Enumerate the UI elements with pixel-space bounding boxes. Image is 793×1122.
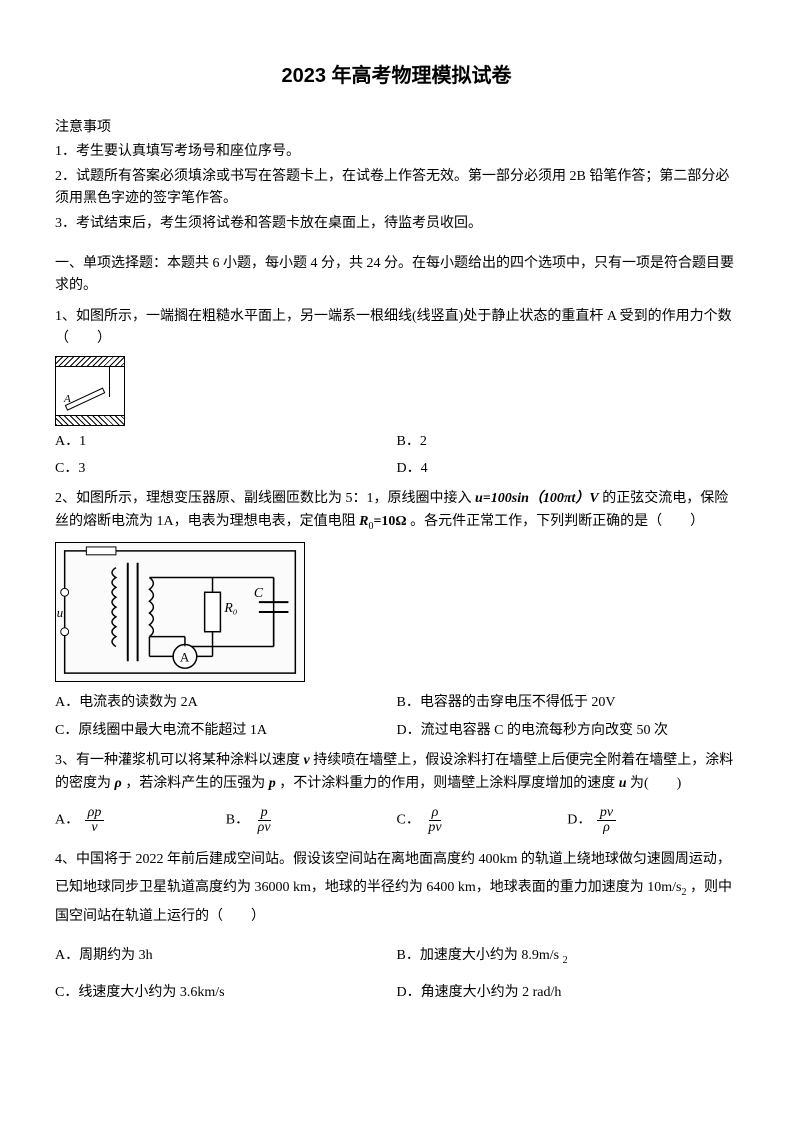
q3-opt-d: D． pvρ — [567, 805, 738, 836]
circuit-svg: u R₀ C A — [56, 543, 304, 681]
q2-r0-val: =10Ω — [373, 514, 406, 529]
q2-text-a: 2、如图所示，理想变压器原、副线圈匝数比为 5：1，原线圈中接入 — [55, 491, 475, 506]
q1-text: 1、如图所示，一端搁在粗糙水平面上，另一端系一根细线(线竖直)处于静止状态的重直… — [55, 306, 738, 351]
q4-text: 4、中国将于 2022 年前后建成空间站。假设该空间站在离地面高度约 400km… — [55, 846, 738, 931]
q3-d-den: ρ — [600, 820, 613, 835]
q3-u: u — [619, 776, 627, 791]
q3-opt-b: B． pρv — [226, 805, 397, 836]
q3-b-den: ρv — [255, 820, 274, 835]
q2-opt-c: C．原线圈中最大电流不能超过 1A — [55, 720, 397, 742]
q1-opt-b: B．2 — [397, 431, 739, 453]
q3-opt-a: A． ρpv — [55, 805, 226, 836]
q4-ta: 4、中国将于 2022 年前后建成空间站。假设该空间站在离地面高度约 400km… — [55, 852, 731, 895]
c-label: C — [254, 586, 264, 601]
notes-header: 注意事项 — [55, 117, 738, 139]
q2-text-c: 。各元件正常工作，下列判断正确的是（ ） — [410, 514, 704, 529]
q3-p: p — [269, 776, 276, 791]
q1-opt-c: C．3 — [55, 458, 397, 480]
q4-sq: 2 — [682, 887, 687, 898]
q1-opt-a: A．1 — [55, 431, 397, 453]
section1-intro: 一、单项选择题：本题共 6 小题，每小题 4 分，共 24 分。在每小题给出的四… — [55, 253, 738, 298]
rod-label-a: A — [64, 391, 71, 409]
q2-figure: u R₀ C A — [55, 542, 305, 682]
q4-b-sq: 2 — [563, 954, 568, 965]
note-1: 1．考生要认真填写考场号和座位序号。 — [55, 141, 738, 163]
q3-b-num: p — [258, 805, 271, 821]
q3-a-den: v — [88, 820, 100, 835]
q1-opt-d: D．4 — [397, 458, 739, 480]
string-icon — [109, 367, 110, 397]
q3-c-den: pv — [425, 820, 444, 835]
exam-title: 2023 年高考物理模拟试卷 — [55, 60, 738, 92]
q3-c-num: ρ — [429, 805, 442, 821]
q4-options-row1: A．周期约为 3h B．加速度大小约为 8.9m/s 2 — [55, 945, 738, 969]
r0-label: R₀ — [223, 600, 237, 615]
q3-tc: ，若涂料产生的压强为 — [125, 776, 269, 791]
q4-opt-d: D．角速度大小约为 2 rad/h — [397, 982, 739, 1004]
q3-b-lab: B． — [226, 813, 249, 828]
u-label: u — [57, 606, 63, 620]
hatch-top-icon — [56, 357, 124, 367]
q3-frac-b: pρv — [255, 805, 274, 836]
q1-options-row1: A．1 B．2 — [55, 431, 738, 453]
q2-options-row1: A．电流表的读数为 2A B．电容器的击穿电压不得低于 20V — [55, 692, 738, 714]
q1-figure: A — [55, 356, 125, 426]
q4-opt-a: A．周期约为 3h — [55, 945, 397, 969]
q3-te: 为( ) — [630, 776, 681, 791]
q4-b-pre: B．加速度大小约为 8.9m/s — [397, 948, 563, 963]
q4-opt-b: B．加速度大小约为 8.9m/s 2 — [397, 945, 739, 969]
q2-opt-b: B．电容器的击穿电压不得低于 20V — [397, 692, 739, 714]
q3-d-num: pv — [597, 805, 616, 821]
q3-opt-c: C． ρpv — [397, 805, 568, 836]
q4-options-row2: C．线速度大小约为 3.6km/s D．角速度大小约为 2 rad/h — [55, 982, 738, 1004]
q3-frac-c: ρpv — [425, 805, 444, 836]
q3-a-lab: A． — [55, 813, 79, 828]
hatch-bot-icon — [56, 415, 124, 425]
note-3: 3．考试结束后，考生须将试卷和答题卡放在桌面上，待监考员收回。 — [55, 213, 738, 235]
q2-options-row2: C．原线圈中最大电流不能超过 1A D．流过电容器 C 的电流每秒方向改变 50… — [55, 720, 738, 742]
q3-rho: ρ — [115, 776, 122, 791]
q3-ta: 3、有一种灌浆机可以将某种涂料以速度 — [55, 753, 304, 768]
q2-opt-a: A．电流表的读数为 2A — [55, 692, 397, 714]
q1-options-row2: C．3 D．4 — [55, 458, 738, 480]
ammeter-label: A — [180, 651, 190, 665]
q2-opt-d: D．流过电容器 C 的电流每秒方向改变 50 次 — [397, 720, 739, 742]
q3-v: v — [304, 753, 310, 768]
q3-options: A． ρpv B． pρv C． ρpv D． pvρ — [55, 805, 738, 836]
q3-text: 3、有一种灌浆机可以将某种涂料以速度 v 持续喷在墙壁上，假设涂料打在墙壁上后便… — [55, 750, 738, 795]
q3-frac-d: pvρ — [597, 805, 616, 836]
q2-eq: u=100sin（100πt）V — [475, 491, 599, 506]
q3-frac-a: ρpv — [85, 805, 105, 836]
q4-opt-c: C．线速度大小约为 3.6km/s — [55, 982, 397, 1004]
q2-text: 2、如图所示，理想变压器原、副线圈匝数比为 5：1，原线圈中接入 u=100si… — [55, 488, 738, 534]
q3-td: ，不计涂料重力的作用，则墙壁上涂料厚度增加的速度 — [279, 776, 619, 791]
q3-d-lab: D． — [567, 813, 591, 828]
q3-a-num: ρp — [85, 805, 105, 821]
q3-c-lab: C． — [397, 813, 420, 828]
note-2: 2．试题所有答案必须填涂或书写在答题卡上，在试卷上作答无效。第一部分必须用 2B… — [55, 166, 738, 211]
